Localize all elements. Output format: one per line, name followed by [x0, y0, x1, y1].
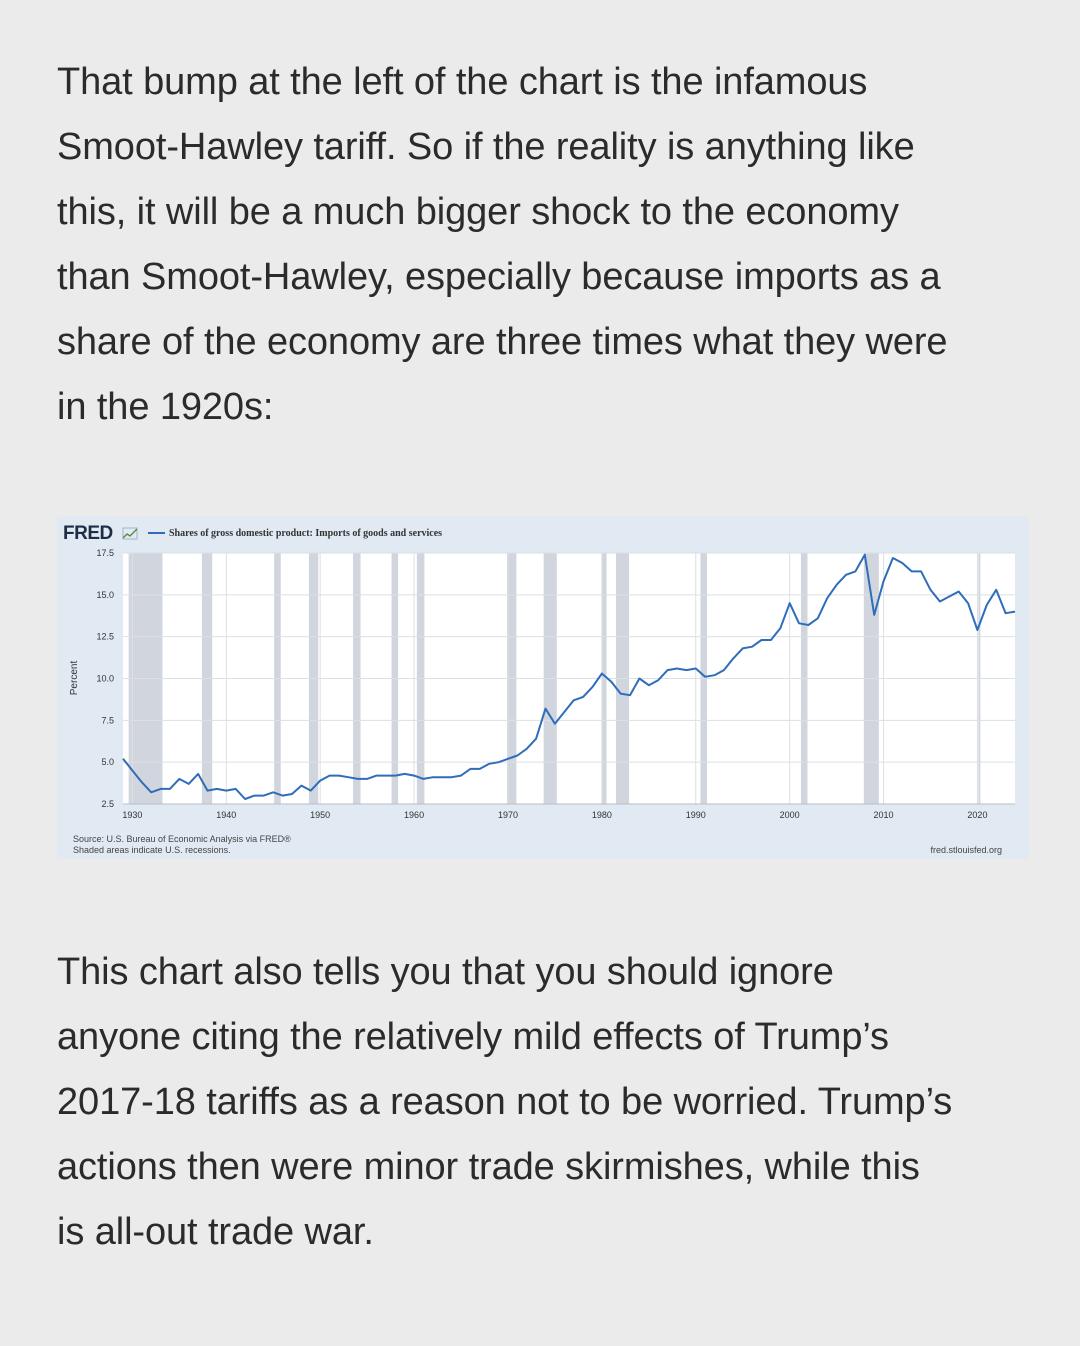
outro-paragraph: This chart also tells you that you shoul…: [57, 940, 1047, 1265]
intro-line: That bump at the left of the chart is th…: [57, 61, 868, 103]
outro-line: This chart also tells you that you shoul…: [57, 951, 834, 993]
fred-logo-icon: [122, 527, 138, 540]
x-tick-label: 1960: [404, 810, 424, 820]
x-tick-label: 1930: [122, 810, 142, 820]
y-axis-label: Percent: [69, 661, 80, 696]
x-tick-label: 1950: [310, 810, 330, 820]
y-tick-label: 2.5: [101, 799, 114, 809]
x-tick-labels: 1930 1940 1950 1960 1970 1980 1990 2000 2010 2020: [122, 810, 987, 820]
intro-line: share of the economy are three times wha…: [57, 321, 948, 363]
recession-note: Shaded areas indicate U.S. recessions.: [73, 845, 231, 855]
x-tick-label: 1940: [216, 810, 236, 820]
y-tick-label: 7.5: [101, 715, 114, 725]
y-tick-label: 5.0: [101, 757, 114, 767]
outro-line: 2017-18 tariffs as a reason not to be wo…: [57, 1081, 953, 1123]
y-tick-labels: 2.5 5.0 7.5 10.0 12.5 15.0 17.5: [96, 548, 114, 809]
fred-logo: FRED: [63, 523, 113, 544]
imports-share-line: [122, 553, 1016, 800]
x-tick-label: 2020: [967, 810, 987, 820]
legend-label: Shares of gross domestic product: Import…: [169, 528, 442, 539]
intro-line: Smoot-Hawley tariff. So if the reality i…: [57, 126, 915, 168]
y-tick-label: 15.0: [96, 590, 114, 600]
outro-line: actions then were minor trade skirmishes…: [57, 1146, 920, 1188]
x-tick-label: 1980: [592, 810, 612, 820]
intro-line: in the 1920s:: [57, 386, 274, 428]
series-group: [122, 553, 1016, 800]
x-tick-label: 1990: [686, 810, 706, 820]
intro-line: than Smoot-Hawley, especially because im…: [57, 256, 941, 298]
y-tick-label: 12.5: [96, 632, 114, 642]
site-link[interactable]: fred.stlouisfed.org: [930, 845, 1002, 855]
outro-line: anyone citing the relatively mild effect…: [57, 1016, 889, 1058]
y-tick-label: 17.5: [96, 548, 114, 558]
x-tick-label: 2010: [874, 810, 894, 820]
source-note: Source: U.S. Bureau of Economic Analysis…: [73, 834, 291, 844]
y-tick-label: 10.0: [96, 674, 114, 684]
fred-chart: FRED Shares of gross domestic product: I…: [57, 516, 1029, 859]
x-tick-label: 1970: [498, 810, 518, 820]
grid-lines: [123, 552, 1015, 805]
intro-line: this, it will be a much bigger shock to …: [57, 191, 899, 233]
x-tick-label: 2000: [780, 810, 800, 820]
outro-line: is all-out trade war.: [57, 1211, 374, 1253]
chart-svg: FRED Shares of gross domestic product: I…: [63, 523, 1016, 855]
intro-paragraph: That bump at the left of the chart is th…: [57, 50, 1047, 440]
